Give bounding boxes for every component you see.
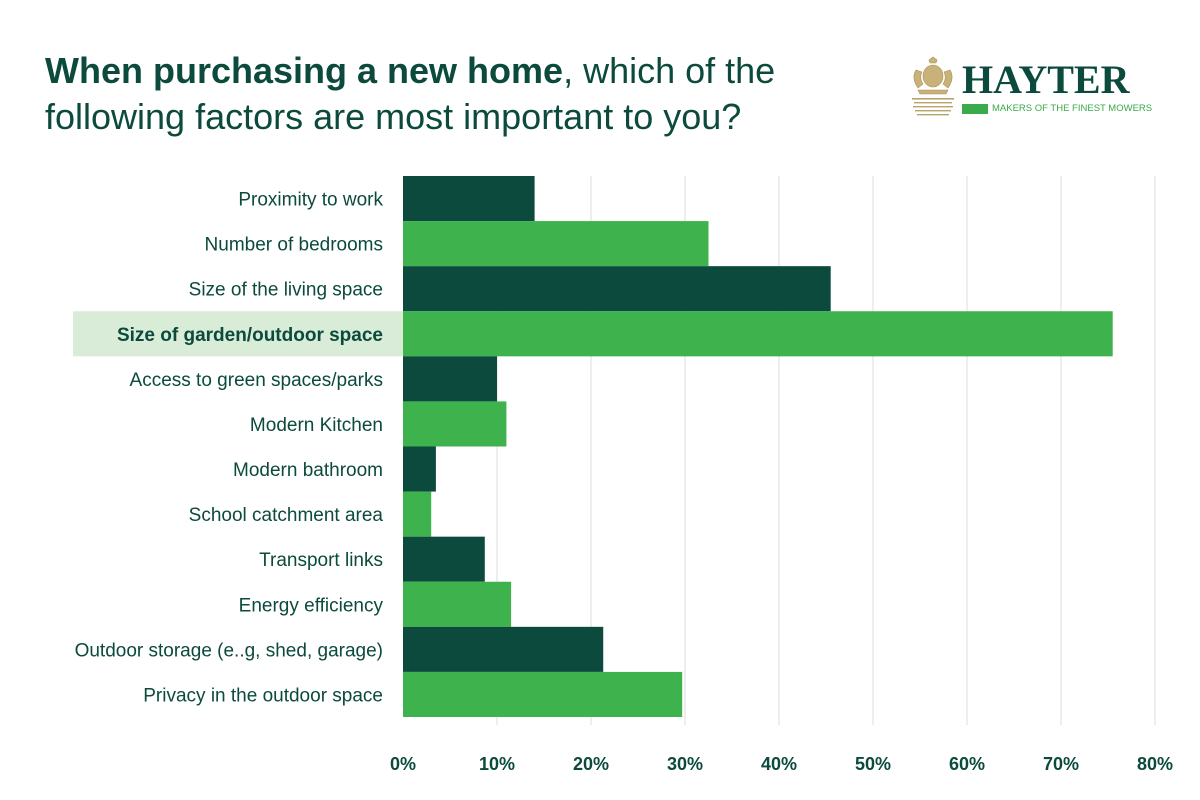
category-label: Access to green spaces/parks: [130, 370, 383, 391]
title-bold: When purchasing a new home: [45, 50, 564, 91]
category-label: Modern bathroom: [233, 460, 383, 481]
bar: [403, 176, 535, 222]
category-label: Transport links: [259, 550, 383, 571]
bar: [403, 491, 432, 537]
brand-logo: HAYTER MAKERS OF THE FINEST MOWERS: [908, 56, 1152, 122]
bar: [403, 266, 831, 312]
tagline-bar: [962, 104, 988, 114]
x-tick-label: 10%: [479, 754, 515, 774]
bar: [403, 356, 497, 402]
category-label: School catchment area: [189, 505, 384, 526]
x-tick-label: 80%: [1137, 754, 1173, 774]
royal-crest-icon: [912, 56, 954, 116]
category-label: Size of garden/outdoor space: [117, 325, 383, 346]
bar: [403, 536, 485, 582]
brand-tagline: MAKERS OF THE FINEST MOWERS: [992, 103, 1153, 114]
bar: [403, 446, 436, 492]
x-tick-label: 60%: [949, 754, 985, 774]
bar: [403, 401, 507, 447]
category-label: Modern Kitchen: [250, 415, 383, 436]
title-rest: , which of the following factors are mos…: [45, 50, 776, 137]
x-tick-label: 30%: [667, 754, 703, 774]
x-tick-label: 70%: [1043, 754, 1079, 774]
category-label: Energy efficiency: [239, 595, 384, 616]
bar: [403, 626, 604, 672]
category-label: Privacy in the outdoor space: [143, 685, 383, 706]
bar: [403, 671, 683, 717]
x-tick-label: 40%: [761, 754, 797, 774]
highlight-band: [73, 311, 403, 357]
bar: [403, 221, 709, 267]
x-tick-label: 20%: [573, 754, 609, 774]
category-label: Outdoor storage (e..g, shed, garage): [75, 640, 383, 661]
category-label: Proximity to work: [238, 190, 383, 211]
bar: [403, 581, 512, 627]
category-label: Size of the living space: [189, 280, 383, 301]
page-title: When purchasing a new home, which of the…: [45, 48, 825, 140]
bar: [403, 311, 1113, 357]
x-tick-label: 50%: [855, 754, 891, 774]
brand-name: HAYTER: [962, 57, 1130, 102]
category-label: Number of bedrooms: [205, 235, 383, 256]
x-tick-label: 0%: [390, 754, 416, 774]
